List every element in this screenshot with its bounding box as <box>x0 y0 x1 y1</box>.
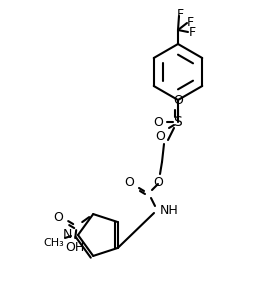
Text: O: O <box>124 177 134 189</box>
Text: S: S <box>174 115 182 129</box>
Text: O: O <box>153 115 163 128</box>
Text: N: N <box>63 228 72 241</box>
Text: O: O <box>173 94 183 106</box>
Text: CH₃: CH₃ <box>44 238 64 248</box>
Text: O: O <box>153 175 163 188</box>
Text: NH: NH <box>160 204 179 217</box>
Text: F: F <box>186 15 194 28</box>
Text: F: F <box>177 8 184 21</box>
Text: O: O <box>155 129 165 142</box>
Text: O: O <box>53 211 63 224</box>
Text: OH: OH <box>66 241 85 254</box>
Text: F: F <box>188 26 196 39</box>
